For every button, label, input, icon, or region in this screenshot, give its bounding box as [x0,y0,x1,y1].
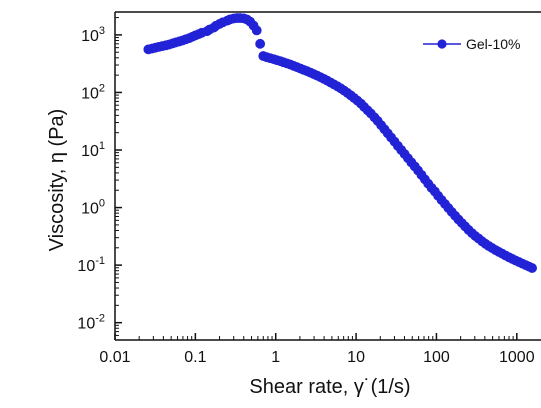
y-tick-label: 100 [81,198,105,218]
y-tick-label: 102 [81,82,105,102]
y-tick-label: 101 [81,140,105,160]
y-tick-label: 103 [81,25,105,45]
legend: Gel-10% [423,36,520,52]
x-axis-title: Shear rate, γ˙(1/s) [249,376,410,398]
y-axis-title: Viscosity, η (Pa) [46,109,68,252]
x-tick-label: 0.1 [184,349,206,366]
data-point [255,38,266,49]
x-tick-label: 1000 [499,349,535,366]
y-tick-label: 10-1 [77,255,105,275]
legend-label: Gel-10% [466,36,520,52]
x-tick-label: 100 [423,349,450,366]
data-point [251,25,262,36]
x-tick-label: 0.01 [99,349,130,366]
legend-marker [437,39,447,49]
data-point [527,263,537,273]
x-tick-label: 10 [347,349,365,366]
y-tick-label: 10-2 [77,313,105,333]
x-tick-label: 1 [271,349,280,366]
axes-layer: 0.01 0.1 1 10 100 1000 10-2 10-1 100 101 102 103 [77,11,541,366]
series-layer [143,13,537,273]
